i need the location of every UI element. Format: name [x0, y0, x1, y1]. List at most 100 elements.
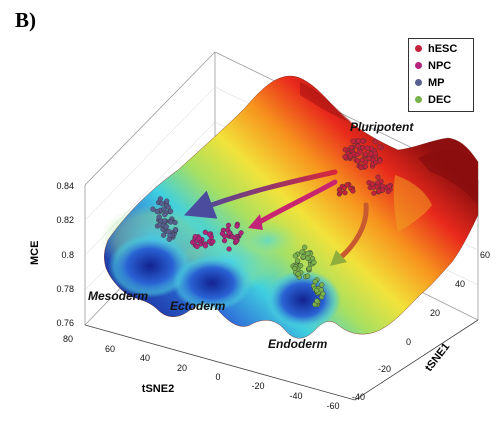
legend-dot	[415, 45, 422, 52]
cell-point-mp	[150, 206, 156, 212]
cell-point-dec	[299, 249, 305, 255]
cell-point-hesc	[342, 190, 348, 196]
cell-point-hesc	[363, 159, 369, 165]
legend-dot	[415, 96, 422, 103]
y-tick: -20	[251, 381, 264, 391]
legend-label: hESC	[428, 42, 458, 55]
cell-point-mp	[168, 219, 174, 225]
tsne2-axis: 80 60 40 20 0 -20 -40 -60	[63, 334, 340, 411]
cell-point-npc	[219, 231, 226, 237]
cell-point-npc	[210, 238, 216, 245]
cell-point-mp	[163, 224, 169, 230]
cell-point-dec	[312, 279, 318, 285]
cell-point-mp	[157, 196, 163, 202]
z-tick: 0.84	[56, 181, 74, 191]
label-pluripotent: Pluripotent	[350, 120, 414, 134]
cell-point-npc	[206, 231, 212, 237]
arrow-head-ectoderm	[248, 214, 263, 230]
cell-point-dec	[305, 273, 311, 279]
cell-point-npc	[238, 230, 244, 236]
cell-point-dec	[292, 253, 299, 259]
z-axis-label: MCE	[29, 241, 41, 265]
cell-point-dec	[295, 271, 301, 277]
cell-point-hesc	[344, 182, 350, 188]
x-tick: 20	[430, 308, 440, 318]
panel-label: B)	[15, 8, 36, 32]
cell-point-dec	[298, 263, 304, 269]
cell-point-mp	[162, 212, 168, 218]
cell-point-npc	[221, 238, 228, 244]
cell-point-dec	[305, 250, 311, 257]
cell-point-mp	[161, 232, 167, 238]
x-tick: -20	[378, 364, 391, 374]
y-tick: 80	[63, 334, 73, 344]
cell-clusters	[150, 138, 394, 308]
legend-item-mp: MP	[415, 75, 473, 90]
cell-point-hesc	[366, 155, 372, 162]
differentiation-arrows	[183, 169, 369, 266]
cell-point-npc	[190, 239, 196, 245]
legend-dot	[415, 62, 422, 69]
cell-point-npc	[225, 222, 232, 228]
y-tick: 20	[177, 363, 187, 373]
z-tick: 0.8	[61, 250, 74, 260]
cell-point-hesc	[373, 159, 379, 166]
cell-point-npc	[233, 238, 240, 244]
cell-point-mp	[159, 201, 165, 207]
cell-point-mp	[167, 232, 173, 239]
cell-point-hesc	[358, 165, 364, 171]
y-tick: 40	[140, 353, 150, 363]
label-mesoderm: Mesoderm	[88, 289, 148, 303]
cell-point-hesc	[368, 151, 374, 157]
cell-point-dec	[302, 244, 308, 250]
cell-point-hesc	[369, 181, 375, 187]
legend-item-hesc: hESC	[415, 41, 473, 56]
cell-point-mp	[162, 218, 168, 224]
cell-point-dec	[319, 282, 325, 288]
y-tick: -60	[326, 401, 339, 411]
cell-point-dec	[311, 259, 317, 266]
cell-point-hesc	[347, 153, 354, 159]
cell-point-dec	[300, 254, 306, 260]
cell-point-hesc	[336, 187, 343, 193]
cell-point-hesc	[357, 149, 363, 155]
arrow-to-mesoderm	[183, 169, 338, 219]
cell-point-hesc	[360, 145, 366, 151]
cell-point-npc	[234, 223, 240, 229]
y-tick: -40	[289, 391, 302, 401]
cell-point-hesc	[350, 188, 356, 194]
cell-point-hesc	[362, 151, 369, 157]
cell-point-hesc	[372, 138, 379, 145]
label-endoderm: Endoderm	[268, 337, 328, 351]
cell-point-hesc	[375, 174, 381, 180]
label-ectoderm: Ectoderm	[170, 299, 226, 313]
cell-point-dec	[314, 298, 320, 304]
cell-point-npc	[192, 234, 198, 240]
cell-point-hesc	[364, 145, 370, 151]
cell-point-dec	[305, 255, 311, 262]
cell-point-dec	[318, 287, 324, 293]
y-tick: 60	[105, 344, 115, 354]
cell-point-hesc	[355, 158, 361, 164]
cell-point-hesc	[385, 188, 391, 195]
cell-point-npc	[226, 230, 232, 236]
cell-point-mp	[156, 214, 162, 220]
x-tick: -40	[352, 392, 365, 402]
legend-dot	[415, 79, 422, 86]
cell-point-mp	[164, 198, 170, 204]
y-tick: 0	[215, 372, 220, 382]
z-tick: 0.82	[56, 215, 74, 225]
cell-point-hesc	[377, 144, 383, 150]
cell-point-dec	[306, 265, 312, 272]
cell-point-npc	[194, 243, 200, 250]
cell-point-hesc	[348, 145, 354, 151]
cell-point-hesc	[342, 154, 348, 160]
x-axis-label-tsne2: tSNE2	[142, 383, 174, 395]
tsne1-axis: 60 40 20 0 -20 -40	[352, 250, 490, 402]
cell-point-dec	[314, 287, 320, 294]
cell-point-npc	[226, 246, 232, 252]
cell-point-mp	[165, 204, 172, 210]
x-tick: 0	[406, 337, 411, 347]
x-tick: 60	[480, 250, 490, 260]
